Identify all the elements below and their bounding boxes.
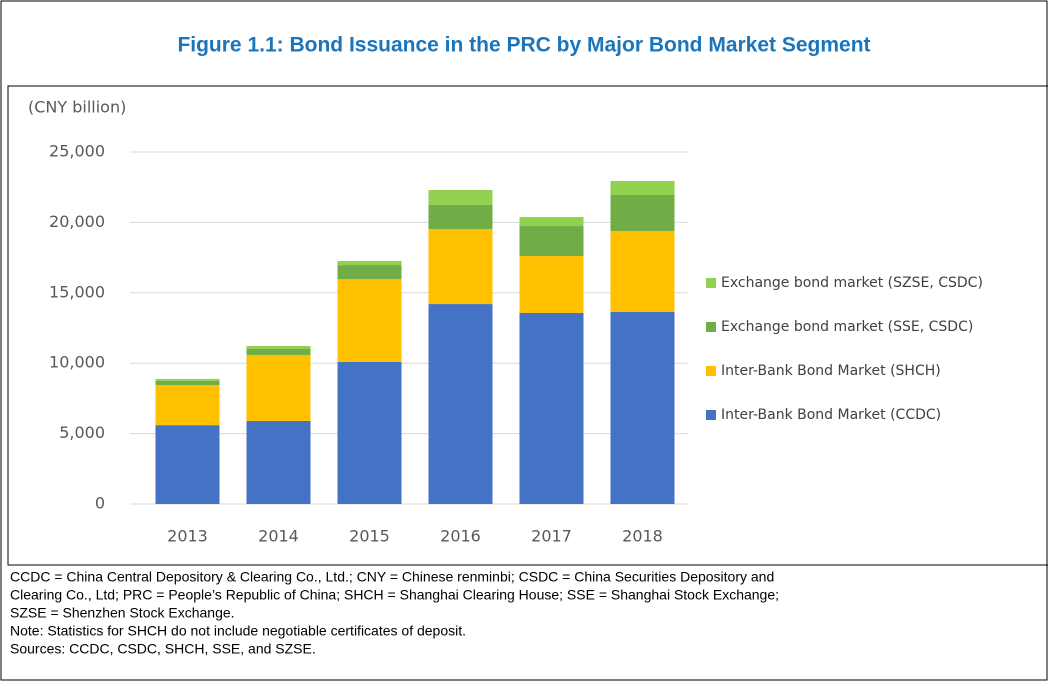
x-tick-label: 2018 (622, 527, 663, 546)
x-tick-label: 2014 (258, 527, 299, 546)
bar-segment (155, 425, 220, 504)
y-tick-label: 0 (95, 494, 105, 513)
bar-segment (246, 420, 311, 504)
footnote: CCDC = China Central Depository & Cleari… (10, 569, 774, 585)
bar-segment (246, 355, 311, 421)
bar-segment (337, 279, 402, 362)
bar-segment (246, 348, 311, 356)
y-tick-label: 20,000 (49, 212, 105, 231)
x-tick-label: 2016 (440, 527, 481, 546)
legend-label: Exchange bond market (SSE, CSDC) (721, 319, 973, 335)
y-tick-label: 25,000 (49, 142, 105, 161)
bar-segment (155, 378, 220, 381)
bar-segment (519, 226, 584, 257)
chart-frame (7, 85, 1048, 566)
x-tick-label: 2017 (531, 527, 572, 546)
bar-segment (428, 304, 493, 504)
legend-swatch (706, 366, 716, 376)
y-tick-label: 15,000 (49, 282, 105, 301)
legend-label: Inter-Bank Bond Market (SHCH) (721, 363, 941, 379)
bar-segment (337, 361, 402, 504)
bar-segment (428, 190, 493, 205)
bar-segment (428, 229, 493, 305)
footnote: Clearing Co., Ltd; PRC = People’s Republ… (10, 587, 779, 603)
bar-segment (610, 194, 675, 231)
legend-swatch (706, 278, 716, 288)
x-tick-label: 2013 (167, 527, 208, 546)
bar-segment (428, 204, 493, 230)
bar-segment (246, 346, 311, 349)
bar-segment (519, 312, 584, 504)
bar-segment (337, 260, 402, 266)
axis-unit: (CNY billion) (28, 98, 126, 117)
legend-swatch (706, 322, 716, 332)
bar-segment (610, 230, 675, 312)
bar-segment (519, 217, 584, 227)
chart-title: Figure 1.1: Bond Issuance in the PRC by … (177, 34, 870, 57)
footnote: Sources: CCDC, CSDC, SHCH, SSE, and SZSE… (10, 641, 316, 657)
legend-label: Exchange bond market (SZSE, CSDC) (721, 275, 983, 291)
footnote: SZSE = Shenzhen Stock Exchange. (10, 605, 235, 621)
bar-segment (155, 385, 220, 426)
bar-segment (519, 256, 584, 313)
bar-segment (337, 265, 402, 280)
bar-segment (610, 181, 675, 195)
footnote: Note: Statistics for SHCH do not include… (10, 623, 466, 639)
legend-swatch (706, 410, 716, 420)
bar-segment (610, 311, 675, 504)
y-tick-label: 5,000 (59, 423, 105, 442)
y-tick-label: 10,000 (49, 353, 105, 372)
legend-label: Inter-Bank Bond Market (CCDC) (721, 407, 941, 423)
bar-segment (155, 380, 220, 386)
x-tick-label: 2015 (349, 527, 390, 546)
